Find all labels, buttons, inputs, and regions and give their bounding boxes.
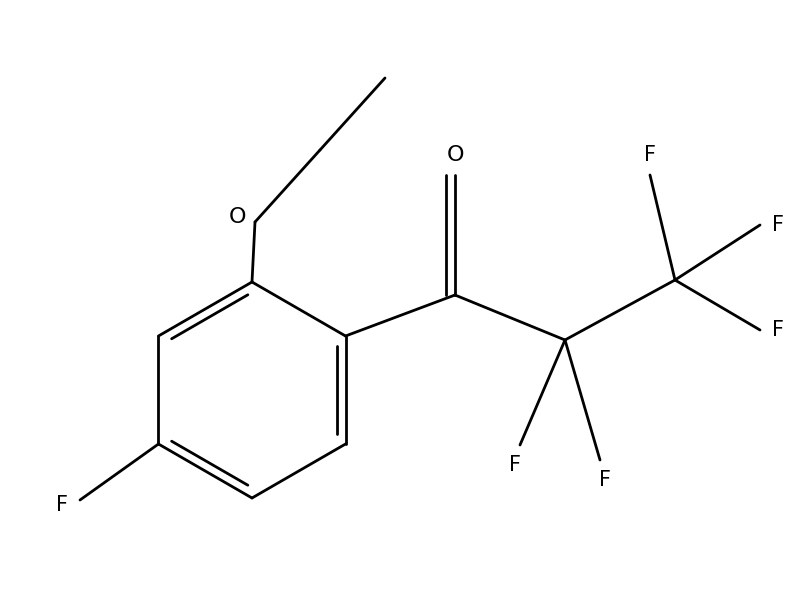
Text: F: F <box>509 455 521 475</box>
Text: F: F <box>599 470 611 490</box>
Text: F: F <box>772 320 784 340</box>
Text: F: F <box>772 215 784 235</box>
Text: O: O <box>228 207 246 227</box>
Text: F: F <box>56 495 68 515</box>
Text: O: O <box>446 145 464 165</box>
Text: F: F <box>644 145 656 165</box>
